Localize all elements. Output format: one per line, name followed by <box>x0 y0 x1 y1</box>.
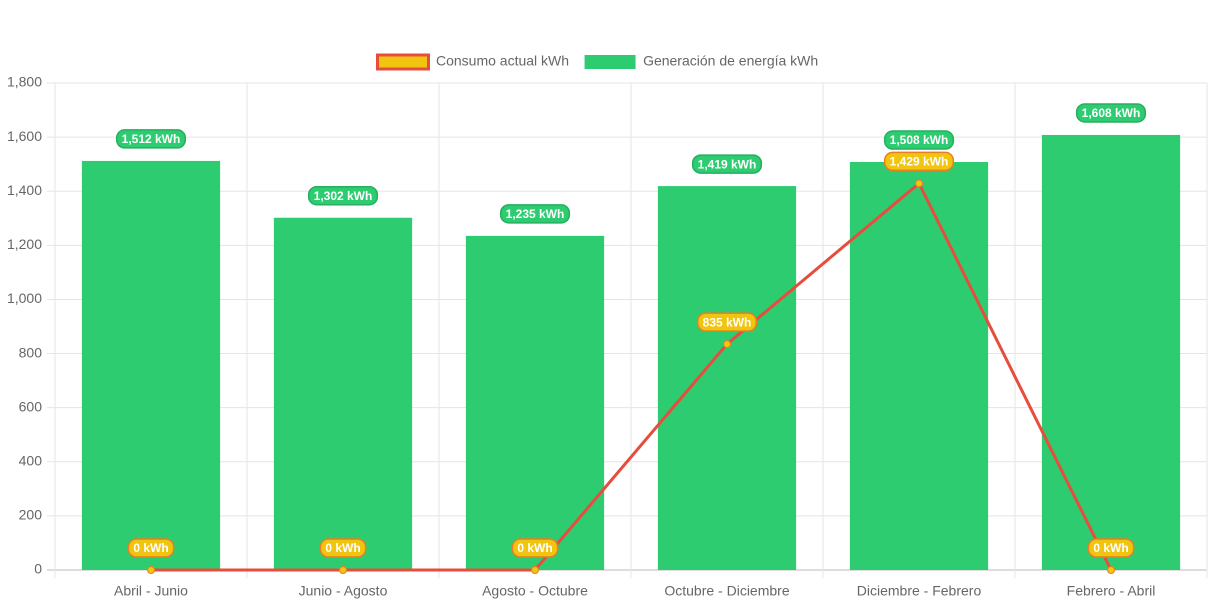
legend-label: Generación de energía kWh <box>643 53 818 69</box>
bar-data-label-bg <box>499 204 571 224</box>
bar <box>657 186 797 570</box>
line-point <box>1107 566 1115 574</box>
line-data-label-bg <box>127 538 175 558</box>
bar-data-label: 1,419 kWh <box>698 157 757 171</box>
y-tick-label: 1,000 <box>7 290 42 306</box>
y-tick-label: 1,800 <box>7 74 42 90</box>
bar-data-label-bg <box>307 185 379 206</box>
line-data-label-bg <box>511 538 559 558</box>
bar-data-label: 1,302 kWh <box>314 189 373 203</box>
y-tick-label: 800 <box>19 344 43 360</box>
bar <box>465 235 605 570</box>
x-tick-label: Octubre - Diciembre <box>664 583 789 599</box>
bar-data-label: 1,608 kWh <box>1082 106 1141 120</box>
line-point <box>339 566 347 574</box>
x-tick-label: Abril - Junio <box>114 583 188 599</box>
bar <box>849 162 989 570</box>
bar-data-label-bg <box>1075 103 1147 123</box>
line-data-label: 1,429 kWh <box>890 155 949 169</box>
y-tick-label: 200 <box>19 507 43 523</box>
bar-data-label-bg <box>883 130 955 150</box>
line-point <box>531 566 539 574</box>
line-point <box>915 179 923 188</box>
x-tick-label: Diciembre - Febrero <box>857 583 982 599</box>
y-tick-label: 400 <box>19 452 43 468</box>
x-tick-label: Agosto - Octubre <box>482 583 588 599</box>
legend-label: Consumo actual kWh <box>436 53 569 69</box>
y-tick-label: 1,400 <box>7 182 42 198</box>
y-tick-label: 0 <box>34 561 42 577</box>
bar <box>273 217 413 570</box>
line-point <box>723 340 731 349</box>
line-data-label: 0 kWh <box>517 541 552 555</box>
line-data-label: 0 kWh <box>133 541 168 555</box>
line-data-label-bg <box>319 538 367 558</box>
bar-data-label: 1,235 kWh <box>506 207 565 221</box>
x-tick-label: Febrero - Abril <box>1067 583 1156 599</box>
legend-swatch <box>584 55 636 69</box>
line-data-label-bg <box>883 151 955 172</box>
line-data-label-bg <box>1087 538 1135 558</box>
x-tick-label: Junio - Agosto <box>299 583 388 599</box>
bar-data-label-bg <box>691 154 763 174</box>
y-tick-label: 1,600 <box>7 128 42 144</box>
line-point <box>147 566 155 574</box>
bar-data-label-bg <box>115 129 187 149</box>
line-data-label-bg <box>696 312 758 332</box>
bar <box>81 160 221 571</box>
line-data-label: 0 kWh <box>1093 541 1128 555</box>
line <box>151 181 1113 572</box>
line-data-label: 835 kWh <box>703 315 752 329</box>
legend-swatch <box>376 53 430 71</box>
y-tick-label: 600 <box>19 398 43 414</box>
bar <box>1041 134 1181 571</box>
bar-data-label: 1,512 kWh <box>122 132 181 146</box>
y-tick-label: 1,200 <box>7 236 42 252</box>
line-data-label: 0 kWh <box>325 541 360 555</box>
bar-data-label: 1,508 kWh <box>890 133 949 147</box>
